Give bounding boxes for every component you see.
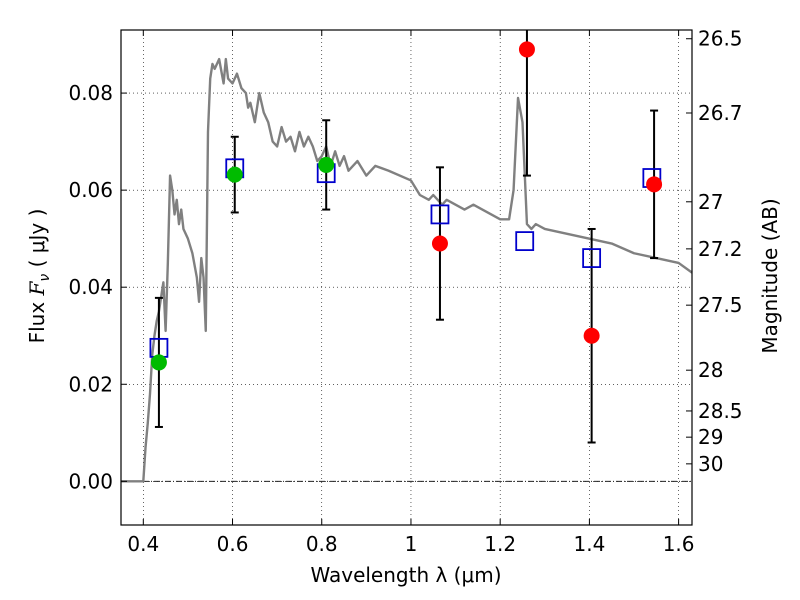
y-tick-label: 0.08 <box>68 81 113 105</box>
y-tick-label: 0.00 <box>68 469 113 493</box>
y2-tick-label: 30 <box>698 452 723 476</box>
y2-tick-label: 28.5 <box>698 399 743 423</box>
plot-background <box>121 30 692 525</box>
y2-tick-label: 26.7 <box>698 101 743 125</box>
marker-layer <box>149 41 663 371</box>
x-tick-label: 1.4 <box>573 532 605 556</box>
y-axis-ticks: 0.00 0.02 0.04 0.06 0.08 <box>68 81 127 493</box>
x-tick-label: 1.2 <box>484 532 516 556</box>
spectrum-line <box>121 57 693 483</box>
spectrum-layer <box>121 57 693 483</box>
x-tick-label: 0.8 <box>306 532 338 556</box>
y-axis-label-symbol: F <box>25 280 49 296</box>
y2-tick-label: 29 <box>698 425 723 449</box>
y-tick-label: 0.04 <box>68 275 113 299</box>
y2-axis-label: Magnitude (AB) <box>758 198 782 353</box>
y-axis-label-unit: ( μJy ) <box>25 209 49 268</box>
data-point <box>646 176 663 193</box>
model-photometry-square <box>515 231 535 252</box>
y-axis-label: Flux Fν ( μJy ) <box>25 209 53 344</box>
data-point <box>226 166 243 183</box>
y-tick-label: 0.06 <box>68 178 113 202</box>
y2-tick-label: 27 <box>698 190 723 214</box>
x-tick-label: 1 <box>405 532 418 556</box>
x-tick-label: 1.6 <box>663 532 695 556</box>
x-axis-label: Wavelength λ (μm) <box>310 563 501 587</box>
model-photometry-square <box>430 204 450 225</box>
data-point <box>150 354 167 371</box>
y-axis-label-prefix: Flux <box>25 302 49 344</box>
y2-tick-label: 28 <box>698 358 723 382</box>
y2-tick-label: 27.5 <box>698 293 743 317</box>
y-axis-label-subscript: ν <box>37 274 53 282</box>
y-tick-label: 0.02 <box>68 372 113 396</box>
y2-axis-ticks: 26.5 26.7 27 27.2 27.5 28 28.529 30 <box>686 27 743 476</box>
y2-tick-label: 27.2 <box>698 237 743 261</box>
x-tick-label: 0.4 <box>127 532 159 556</box>
data-point <box>431 235 448 252</box>
data-point <box>583 327 600 344</box>
x-axis-ticks: 0.4 0.6 0.8 1 1.2 1.4 1.6 <box>127 30 695 556</box>
y2-tick-label: 26.5 <box>698 27 743 51</box>
plot-frame <box>120 29 693 526</box>
model-photometry-square <box>582 248 602 268</box>
data-point <box>518 41 535 58</box>
data-point <box>318 156 335 173</box>
x-tick-label: 0.6 <box>217 532 249 556</box>
